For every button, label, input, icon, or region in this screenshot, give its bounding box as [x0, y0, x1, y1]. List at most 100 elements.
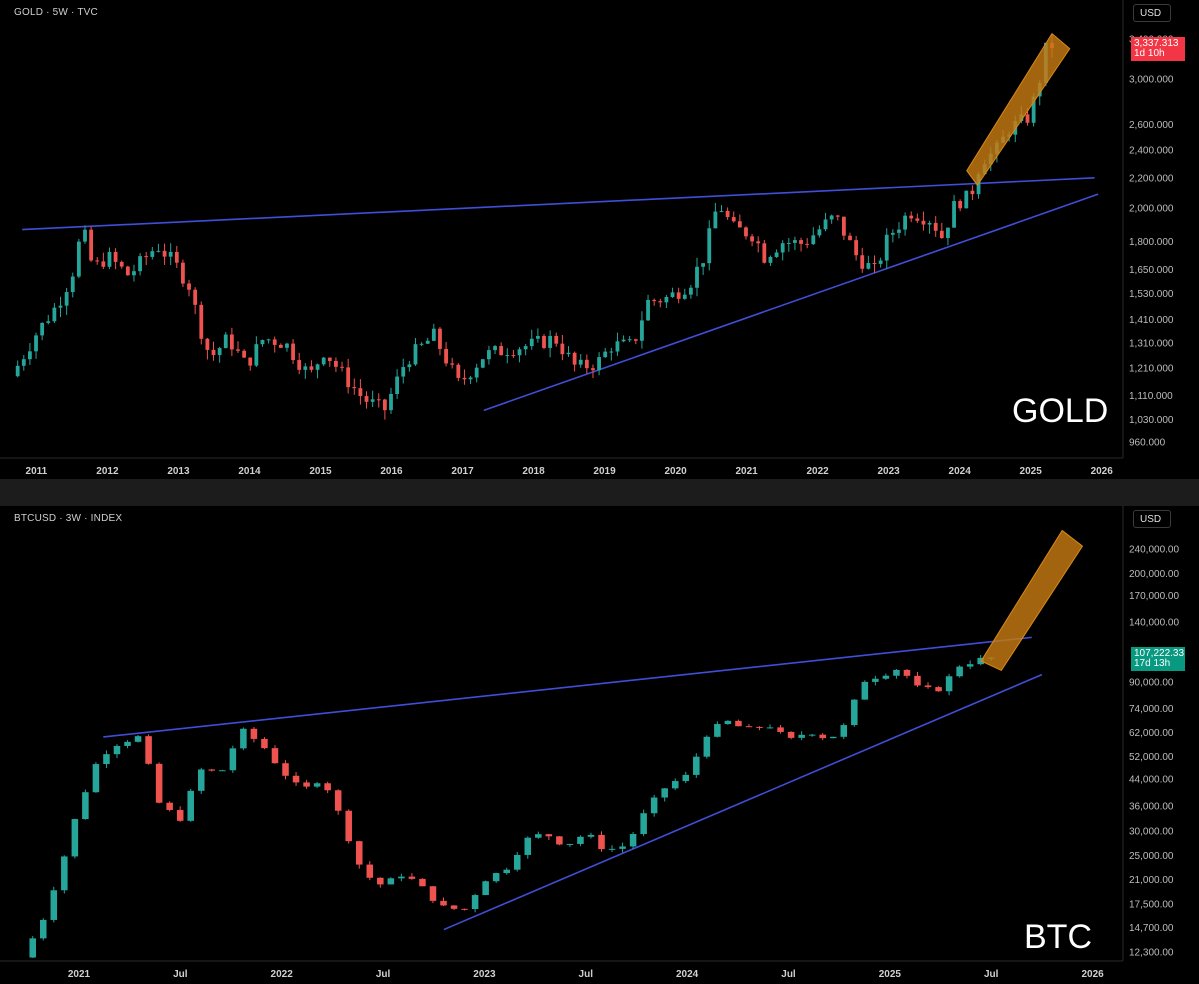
gold-candle-body: [425, 340, 430, 344]
btc-candle-body: [682, 774, 690, 782]
gold-candle-body: [786, 242, 791, 244]
gold-y-tick-label: 1,210.000: [1129, 364, 1174, 375]
gold-candle-body: [664, 296, 669, 303]
btc-candle-body: [903, 669, 911, 676]
gold-y-tick-label: 2,000.000: [1129, 204, 1174, 215]
gold-candle-body: [168, 251, 173, 257]
btc-candle-body: [872, 678, 879, 682]
btc-candle-body: [524, 837, 532, 855]
btc-x-tick-label: Jul: [173, 969, 188, 980]
gold-y-tick-label: 1,650.000: [1129, 265, 1174, 276]
btc-candle-body: [134, 736, 142, 742]
gold-y-tick-label: 2,200.000: [1129, 173, 1174, 184]
gold-candle-body: [340, 366, 344, 368]
btc-candle-body: [935, 687, 942, 692]
btc-y-tick-label: 74,000.00: [1129, 704, 1174, 715]
gold-candle-body: [46, 321, 51, 323]
gold-candle-body: [40, 322, 45, 336]
gold-candle-body: [52, 307, 57, 322]
btc-x-tick-label: 2021: [68, 969, 91, 980]
gold-candle-body: [346, 367, 351, 388]
btc-candle-body: [124, 741, 131, 746]
gold-candle-body: [529, 338, 534, 347]
btc-candle-body: [398, 876, 405, 879]
btc-candle-body: [197, 769, 205, 791]
gold-candle-body: [376, 399, 381, 401]
gold-currency-button[interactable]: USD: [1133, 4, 1171, 22]
btc-candle-body: [103, 754, 110, 765]
gold-candle-body: [76, 241, 81, 277]
gold-candle-body: [181, 262, 185, 284]
btc-x-tick-label: 2023: [473, 969, 496, 980]
btc-candle-body: [756, 726, 763, 728]
gold-candle-body: [395, 376, 400, 394]
gold-candle-body: [174, 251, 179, 263]
gold-candle-body: [793, 240, 797, 243]
btc-candle-body: [513, 854, 521, 870]
gold-candle-body: [89, 229, 94, 261]
btc-candle-body: [629, 834, 637, 847]
btc-y-tick-label: 30,000.00: [1129, 826, 1174, 837]
gold-candle-body: [438, 328, 442, 349]
gold-candle-body: [805, 243, 810, 245]
gold-x-tick-label: 2015: [309, 466, 332, 477]
btc-candle-body: [419, 878, 426, 887]
gold-candle-body: [866, 263, 871, 269]
btc-candle-body: [703, 736, 711, 757]
btc-candle-body: [829, 736, 837, 739]
gold-candle-body: [499, 346, 504, 356]
gold-candle-body: [848, 235, 852, 241]
gold-candle-body: [768, 256, 773, 263]
btc-price-tag: 107,222.33 17d 13h: [1131, 647, 1185, 671]
btc-resistance-trendline: [103, 636, 1032, 738]
btc-candle-body: [240, 728, 247, 749]
gold-candle-body: [480, 359, 485, 368]
btc-candle-countdown: 17d 13h: [1134, 658, 1171, 669]
btc-candle-body: [324, 783, 331, 791]
gold-x-tick-label: 2025: [1020, 466, 1043, 477]
gold-candle-body: [119, 261, 124, 267]
gold-candle-body: [248, 357, 253, 366]
gold-candle-body: [658, 301, 663, 303]
btc-x-tick-label: Jul: [984, 969, 999, 980]
btc-candle-body: [377, 877, 384, 885]
gold-y-tick-label: 960.000: [1129, 437, 1166, 448]
btc-x-tick-label: Jul: [579, 969, 594, 980]
btc-candle-body: [492, 873, 500, 882]
btc-candle-body: [261, 738, 268, 749]
gold-candle-body: [731, 217, 736, 222]
btc-currency-button[interactable]: USD: [1133, 510, 1171, 528]
btc-candle-body: [640, 813, 647, 835]
gold-resistance-trendline: [22, 177, 1095, 231]
gold-x-tick-label: 2018: [522, 466, 545, 477]
btc-candle-body: [61, 856, 68, 891]
gold-candle-body: [236, 349, 240, 351]
btc-x-tick-label: 2024: [676, 969, 699, 980]
gold-candle-body: [113, 251, 118, 262]
gold-candle-body: [964, 190, 969, 209]
btc-candle-body: [366, 864, 374, 878]
gold-candle-body: [542, 336, 546, 348]
gold-candle-body: [505, 355, 510, 357]
btc-x-tick-label: 2026: [1081, 969, 1104, 980]
gold-x-tick-label: 2016: [380, 466, 403, 477]
gold-candle-body: [725, 210, 730, 218]
gold-candle-body: [83, 229, 87, 242]
gold-candle-body: [462, 377, 467, 380]
btc-candle-body: [598, 834, 605, 850]
gold-candle-countdown: 1d 10h: [1134, 48, 1165, 59]
btc-candle-body: [334, 790, 342, 811]
gold-candle-body: [609, 351, 614, 353]
gold-candle-body: [584, 359, 589, 369]
btc-y-tick-label: 200,000.00: [1129, 569, 1179, 580]
btc-x-tick-label: 2025: [879, 969, 902, 980]
btc-y-tick-label: 44,000.00: [1129, 775, 1174, 786]
btc-candle-body: [819, 734, 826, 739]
gold-y-tick-label: 2,600.000: [1129, 120, 1174, 131]
btc-y-tick-label: 21,000.00: [1129, 875, 1174, 886]
btc-candle-body: [313, 783, 321, 787]
btc-candle-body: [608, 848, 616, 850]
btc-candle-body: [945, 676, 953, 692]
btc-candle-body: [556, 836, 563, 845]
btc-candle-body: [50, 890, 58, 920]
